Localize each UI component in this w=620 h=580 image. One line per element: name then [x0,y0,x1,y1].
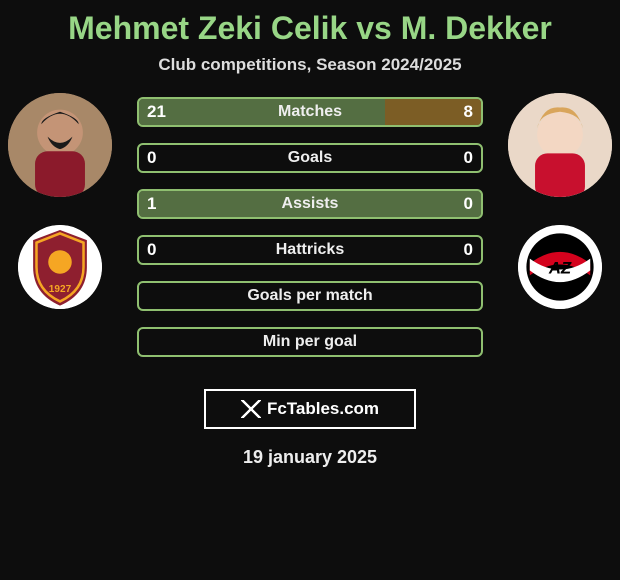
player-right-avatar [508,93,612,197]
roma-crest-icon: 1927 [18,225,102,309]
stat-row: 0 Goals 0 [137,143,483,173]
svg-text:AZ: AZ [548,259,572,278]
az-crest-icon: AZ [518,225,602,309]
club-left-crest: 1927 [18,225,102,309]
page-title: Mehmet Zeki Celik vs M. Dekker [0,0,620,47]
stat-row: 21 Matches 8 [137,97,483,127]
stat-label: Hattricks [137,241,483,259]
player-left-avatar [8,93,112,197]
stat-value-right: 8 [464,102,473,122]
stat-label: Goals per match [137,287,483,305]
stat-row: 1 Assists 0 [137,189,483,219]
date-text: 19 january 2025 [0,447,620,468]
stat-label: Matches [137,103,483,121]
club-right-crest: AZ [518,225,602,309]
footer-logo-text: FcTables.com [267,399,379,419]
stat-value-right: 0 [464,148,473,168]
stat-value-right: 0 [464,240,473,260]
stat-label: Assists [137,195,483,213]
comparison-region: 1927 AZ 21 Matches 8 0 Goals 0 [0,89,620,379]
stat-bars: 21 Matches 8 0 Goals 0 1 Assists 0 0 Hat… [137,97,483,373]
stat-row: 0 Hattricks 0 [137,235,483,265]
stat-label: Min per goal [137,333,483,351]
stat-row: Min per goal [137,327,483,357]
stat-value-right: 0 [464,194,473,214]
subtitle: Club competitions, Season 2024/2025 [0,55,620,75]
svg-text:1927: 1927 [49,284,72,295]
player-right-silhouette [508,93,612,197]
player-left-silhouette [8,93,112,197]
footer-logo: FcTables.com [204,389,416,429]
stat-label: Goals [137,149,483,167]
stat-row: Goals per match [137,281,483,311]
